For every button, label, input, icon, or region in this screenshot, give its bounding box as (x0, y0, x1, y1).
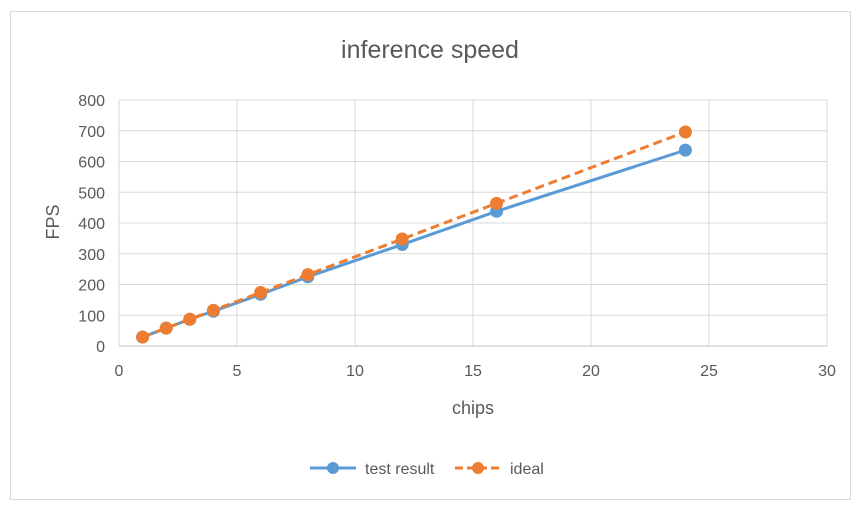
x-tick-label: 5 (233, 363, 242, 380)
legend-label: test result (365, 461, 435, 478)
legend-swatch-marker (327, 462, 339, 474)
data-point (159, 321, 173, 335)
series-ideal (136, 125, 692, 344)
legend: test result ideal (310, 461, 544, 478)
x-tick-label: 15 (464, 363, 482, 380)
legend-swatch-marker (472, 462, 484, 474)
y-tick-label: 400 (78, 216, 105, 233)
x-tick-label: 0 (115, 363, 124, 380)
data-point (395, 232, 409, 246)
x-tick-label: 10 (346, 363, 364, 380)
y-tick-label: 700 (78, 124, 105, 141)
y-tick-label: 200 (78, 278, 105, 295)
y-tick-label: 800 (78, 93, 105, 110)
y-tick-label: 600 (78, 155, 105, 172)
data-point (301, 268, 315, 282)
chart-area (10, 11, 851, 500)
series-test-result (136, 143, 692, 344)
y-tick-label: 0 (96, 339, 105, 356)
y-tick-label: 500 (78, 185, 105, 202)
axes: 0 100 200 300 400 500 600 700 800 0 5 10 15 20 25 30 (78, 93, 836, 380)
y-axis-title: FPS (43, 204, 63, 239)
series-line (142, 130, 686, 339)
data-point (136, 330, 150, 344)
chart-title: inference speed (341, 36, 519, 64)
legend-item: ideal (455, 461, 544, 478)
legend-label: ideal (510, 461, 544, 478)
legend-item: test result (310, 461, 435, 478)
x-tick-label: 30 (818, 363, 836, 380)
series-group (136, 125, 692, 344)
data-point (183, 312, 197, 326)
x-tick-label: 25 (700, 363, 718, 380)
data-point (254, 285, 268, 299)
data-point (206, 303, 220, 317)
data-point (490, 196, 504, 210)
data-point (678, 125, 692, 139)
y-tick-label: 300 (78, 247, 105, 264)
gridlines (119, 99, 828, 346)
data-point (678, 143, 692, 157)
y-tick-label: 100 (78, 308, 105, 325)
x-axis-title: chips (452, 398, 494, 418)
series-line (142, 148, 686, 339)
x-tick-label: 20 (582, 363, 600, 380)
